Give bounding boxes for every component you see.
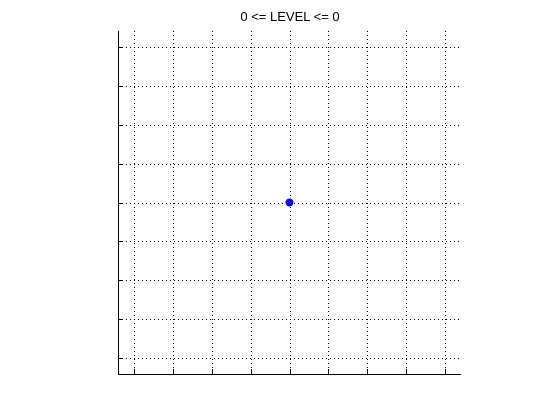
chart-title: 0 <= LEVEL <= 0	[240, 9, 339, 24]
data-points	[285, 198, 294, 207]
data-point-0-0	[285, 198, 294, 207]
axes	[118, 31, 461, 375]
